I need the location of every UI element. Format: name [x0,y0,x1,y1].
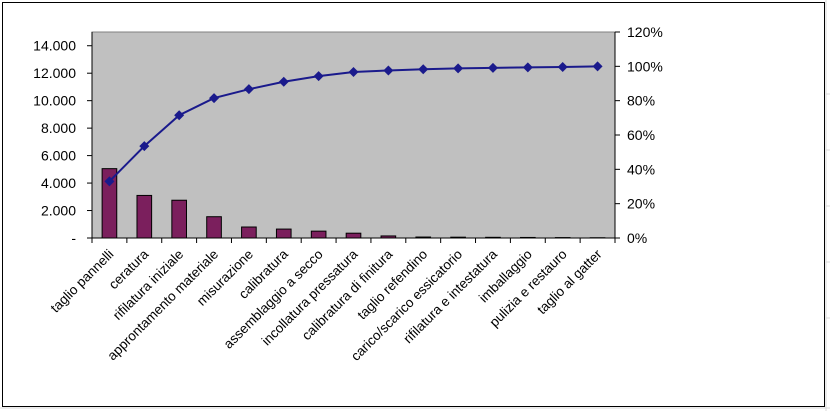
bar [276,229,291,238]
pareto-chart: - 2.000 4.000 6.000 8.000 10.000 12.000 14.000 0… [3,3,826,408]
bar [381,236,396,238]
bar [311,231,326,238]
bar [137,195,152,238]
y-left-tick-label: 2.000 [41,203,76,219]
y-left-tick-label: 12.000 [33,65,76,81]
plot-area [92,32,615,238]
y-left-tick-label: 4.000 [41,175,76,191]
y-right-tick-label: 0% [627,230,647,246]
bar [172,200,187,238]
y-left-tick-label: 14.000 [33,38,76,54]
chart-frame: - 2.000 4.000 6.000 8.000 10.000 12.000 14.000 0… [2,2,825,407]
bar [416,237,431,238]
bar [207,217,222,238]
y-right-tick-label: 40% [627,161,655,177]
bar [486,237,501,238]
bar [521,237,536,238]
bar [242,227,257,238]
y-right-tick-label: 80% [627,93,655,109]
bar [451,237,466,238]
y-left-tick-label: 6.000 [41,148,76,164]
y-right-tick-label: 120% [627,24,663,40]
y-right-tick-label: 100% [627,58,663,74]
y-right-tick-label: 20% [627,196,655,212]
y-left-tick-label: 10.000 [33,93,76,109]
y-left-tick-label: 8.000 [41,120,76,136]
y-right-tick-label: 60% [627,127,655,143]
bar [346,233,361,238]
y-left-tick-label: - [71,230,76,246]
